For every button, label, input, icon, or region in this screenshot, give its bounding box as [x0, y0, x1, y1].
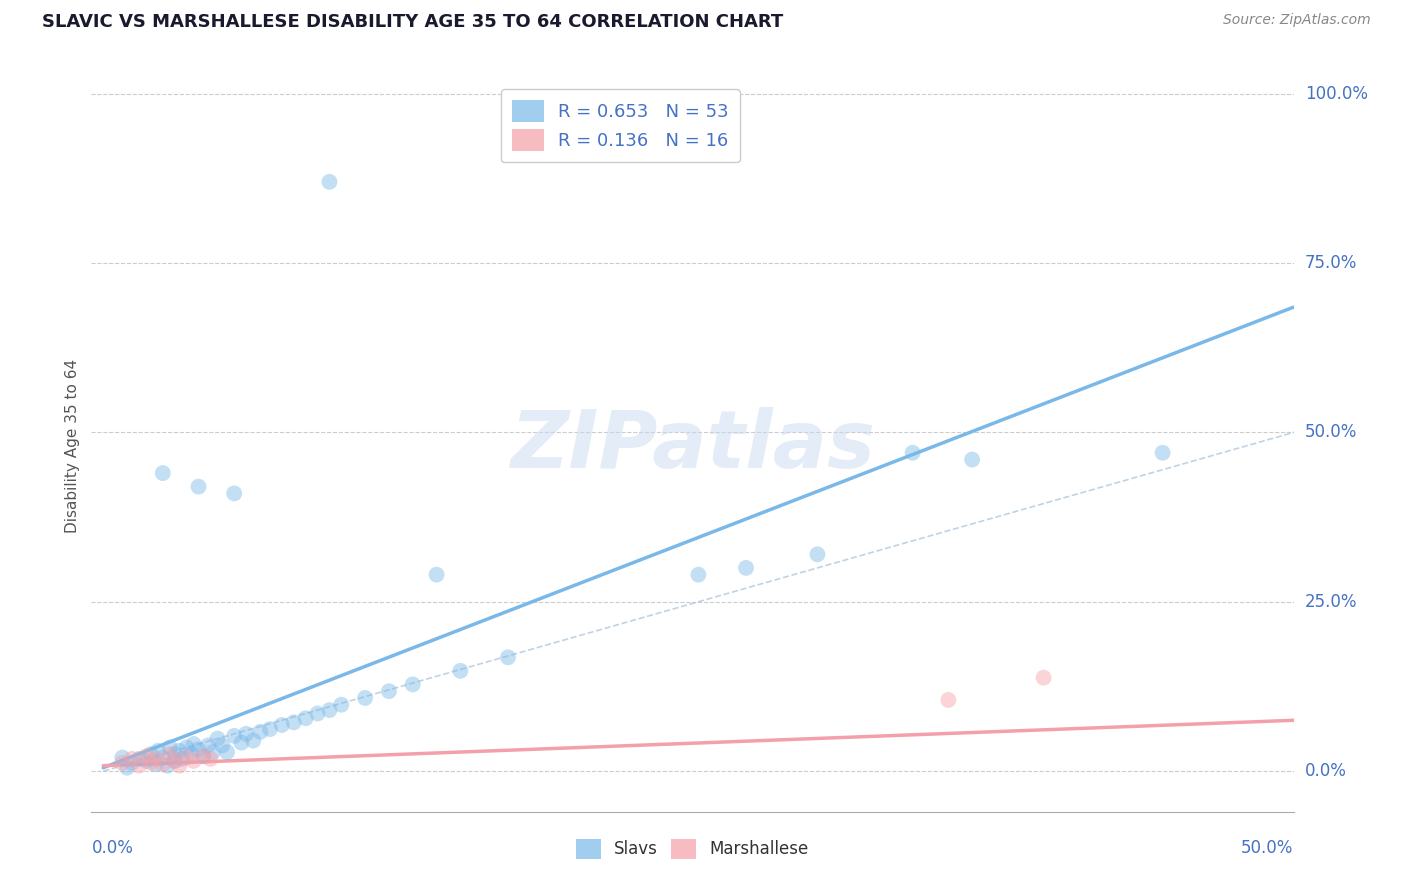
Point: [402, 677, 425, 691]
Text: 25.0%: 25.0%: [1305, 593, 1357, 611]
Point: [152, 757, 174, 772]
Point: [187, 480, 209, 494]
Text: 50.0%: 50.0%: [1305, 424, 1357, 442]
Point: [135, 754, 157, 768]
Point: [231, 736, 253, 750]
Point: [901, 446, 924, 460]
Point: [201, 745, 224, 759]
Point: [163, 747, 186, 761]
Point: [259, 722, 281, 736]
Point: [938, 693, 960, 707]
Point: [193, 749, 215, 764]
Point: [139, 756, 162, 770]
Point: [378, 684, 401, 698]
Point: [307, 706, 329, 721]
Point: [200, 752, 222, 766]
Point: [145, 752, 167, 766]
Point: [354, 690, 377, 705]
Point: [318, 703, 340, 717]
Point: [159, 740, 181, 755]
Point: [425, 567, 447, 582]
Point: [152, 750, 174, 764]
Point: [145, 757, 167, 772]
Point: [111, 750, 134, 764]
Point: [128, 758, 150, 772]
Point: [496, 650, 519, 665]
Point: [193, 749, 215, 764]
Point: [176, 750, 198, 764]
Point: [330, 698, 353, 712]
Point: [197, 739, 219, 753]
Point: [960, 452, 983, 467]
Point: [169, 758, 191, 772]
Point: [224, 486, 246, 500]
Point: [135, 749, 157, 764]
Point: [115, 761, 138, 775]
Text: SLAVIC VS MARSHALLESE DISABILITY AGE 35 TO 64 CORRELATION CHART: SLAVIC VS MARSHALLESE DISABILITY AGE 35 …: [42, 13, 783, 31]
Point: [242, 733, 264, 747]
Text: 0.0%: 0.0%: [91, 839, 134, 857]
Point: [207, 731, 229, 746]
Text: ZIPatlas: ZIPatlas: [510, 407, 875, 485]
Point: [183, 754, 205, 768]
Point: [146, 744, 169, 758]
Y-axis label: Disability Age 35 to 64: Disability Age 35 to 64: [65, 359, 80, 533]
Point: [1152, 446, 1174, 460]
Point: [735, 561, 758, 575]
Point: [217, 745, 239, 759]
Text: 100.0%: 100.0%: [1305, 85, 1368, 103]
Text: 0.0%: 0.0%: [1305, 762, 1347, 780]
Text: Source: ZipAtlas.com: Source: ZipAtlas.com: [1223, 13, 1371, 28]
Point: [235, 727, 257, 741]
Point: [121, 752, 143, 766]
Point: [121, 756, 143, 770]
Point: [152, 466, 174, 480]
Point: [163, 754, 186, 768]
Point: [159, 747, 181, 761]
Point: [283, 715, 305, 730]
Point: [270, 718, 292, 732]
Point: [180, 747, 202, 761]
Point: [170, 752, 193, 766]
Point: [1032, 671, 1054, 685]
Point: [806, 547, 828, 561]
Point: [183, 737, 205, 751]
Point: [294, 711, 316, 725]
Point: [318, 175, 340, 189]
Point: [163, 754, 186, 768]
Point: [249, 724, 271, 739]
Point: [139, 747, 162, 761]
Point: [224, 729, 246, 743]
Point: [688, 567, 710, 582]
Point: [176, 740, 198, 755]
Text: 50.0%: 50.0%: [1241, 839, 1294, 857]
Legend: Slavs, Marshallese: Slavs, Marshallese: [569, 832, 815, 865]
Point: [111, 756, 134, 770]
Point: [128, 752, 150, 766]
Point: [211, 739, 233, 753]
Text: 75.0%: 75.0%: [1305, 254, 1357, 272]
Point: [156, 758, 179, 772]
Point: [169, 744, 191, 758]
Point: [449, 664, 471, 678]
Point: [187, 742, 209, 756]
